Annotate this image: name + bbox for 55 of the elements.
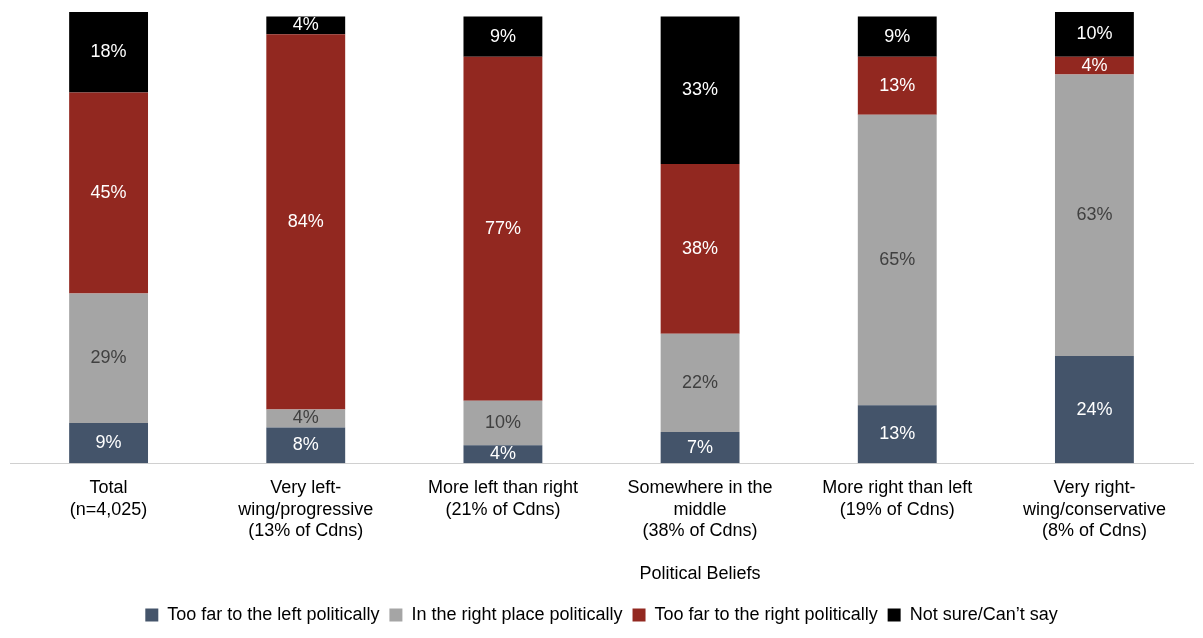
data-label: 4% [292, 407, 319, 428]
data-label: 9% [95, 432, 122, 453]
bar [1054, 74, 1134, 356]
data-label: 7% [687, 436, 714, 457]
bar [463, 400, 543, 446]
bar [857, 16, 937, 57]
text: Political Beliefs [639, 562, 761, 583]
x-tick-label: More right than left (19% of Cdns) [822, 476, 973, 519]
data-label: 84% [287, 210, 324, 231]
bar [69, 422, 149, 464]
data-label: 4% [1081, 54, 1108, 75]
bar [69, 12, 149, 93]
x-tick-label: More left than right (21% of Cdns) [427, 476, 578, 519]
bar [857, 56, 937, 115]
data-label: 29% [90, 347, 127, 368]
x-tick-label: Somewhere in the middle (38% of Cdns) [627, 476, 773, 541]
data-label: 10% [1076, 23, 1113, 44]
data-label: 18% [90, 41, 127, 62]
data-label: 9% [884, 25, 911, 46]
data-label: 9% [489, 25, 516, 46]
legend-label: In the right place politically [411, 603, 623, 624]
bar [1054, 355, 1134, 464]
bar [660, 431, 740, 464]
bar [69, 293, 149, 423]
data-label: 77% [484, 217, 521, 238]
x-tick-label: Total (n=4,025) [69, 476, 148, 519]
bar [463, 56, 543, 401]
data-label: 65% [879, 248, 916, 269]
data-label: 33% [682, 79, 719, 100]
bar [266, 34, 346, 410]
data-label: 13% [879, 423, 916, 444]
bar [660, 333, 740, 432]
data-label: 63% [1076, 204, 1113, 225]
data-label: 4% [489, 443, 516, 464]
bar [69, 92, 149, 294]
data-label: 24% [1076, 398, 1113, 419]
legend-label: Not sure/Can’t say [909, 603, 1058, 624]
bar [463, 16, 543, 57]
data-label: 4% [292, 14, 319, 35]
data-label: 13% [879, 74, 916, 95]
bar [857, 114, 937, 406]
x-tick-label: Very left-wing/progressive (13% of Cdns) [237, 476, 374, 541]
bar [1054, 12, 1134, 57]
bar [660, 163, 740, 334]
legend-label: Too far to the left politically [167, 603, 380, 624]
bar [266, 427, 346, 464]
data-label: 45% [90, 181, 127, 202]
data-label: 8% [292, 434, 319, 455]
data-label: 10% [484, 411, 521, 432]
data-label: 22% [682, 371, 719, 392]
data-label: 38% [682, 237, 719, 258]
bar [660, 16, 740, 164]
x-tick-label: Very right-wing/conservative (8% of Cdns) [1021, 476, 1166, 541]
bar [857, 405, 937, 464]
legend-label: Too far to the right politically [654, 603, 878, 624]
